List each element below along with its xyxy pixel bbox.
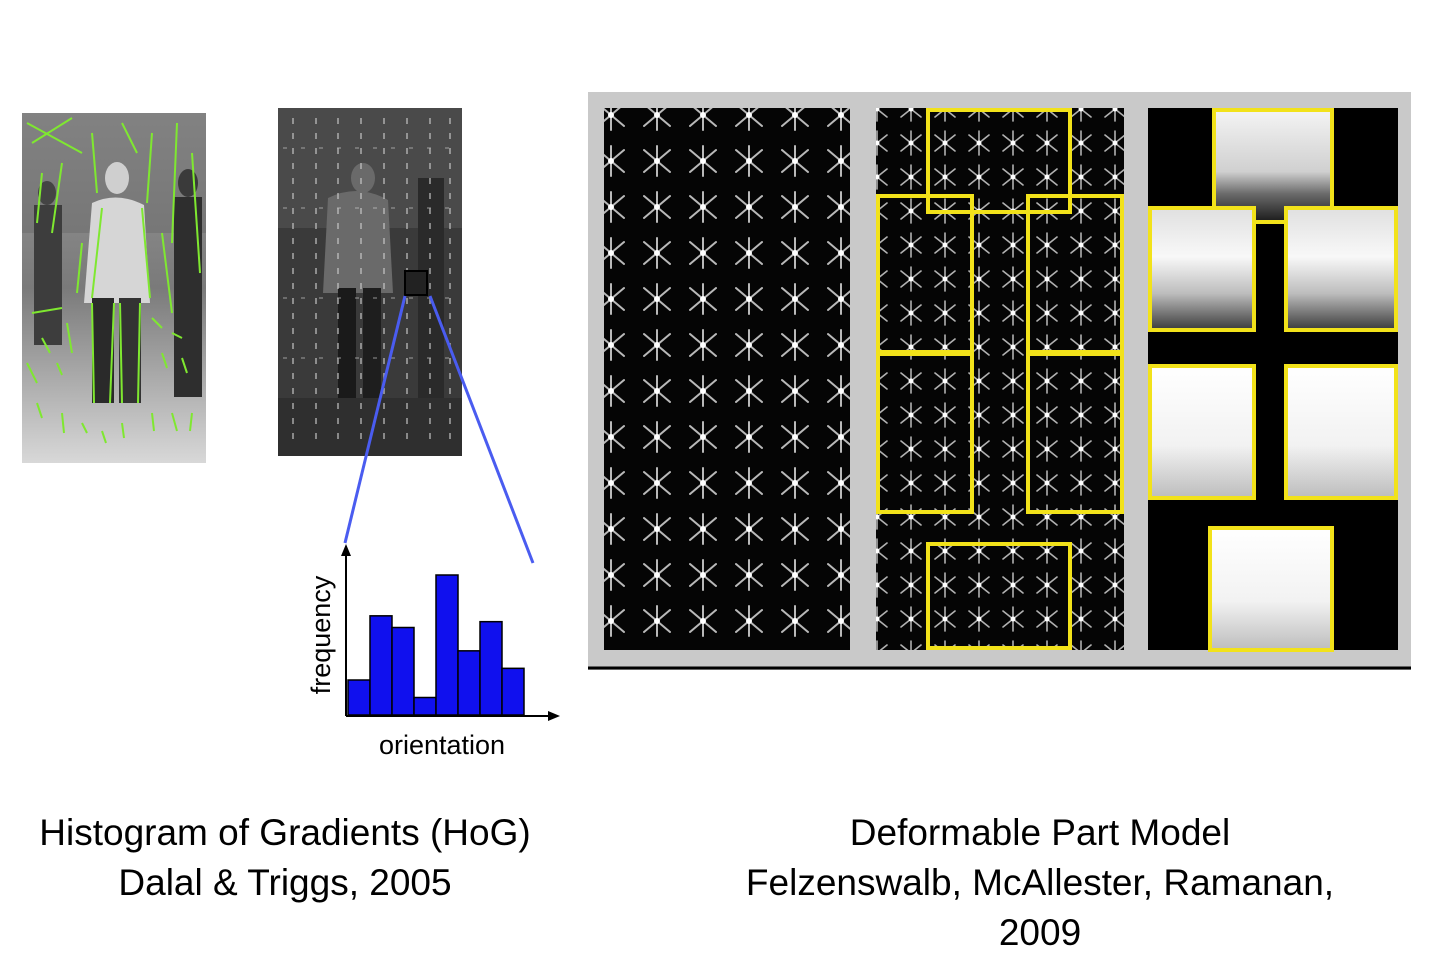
part-boxes: [876, 108, 1124, 650]
histogram-ylabel: frequency: [306, 575, 336, 694]
orientation-histogram: frequency orientation: [306, 544, 560, 760]
histogram-bar: [457, 650, 481, 716]
dpm-model-figure: [588, 92, 1411, 670]
histogram-bar: [391, 626, 415, 716]
histogram-bars: [347, 574, 525, 716]
dpm-caption: Deformable Part Model Felzenswalb, McAll…: [690, 808, 1390, 958]
y-axis-arrow: [341, 544, 351, 556]
part-filters: [876, 108, 1124, 650]
hog-gradient-image: [278, 108, 462, 456]
x-axis-arrow: [548, 711, 560, 721]
pedestrian-photo-gradients: [22, 113, 206, 463]
hog-caption: Histogram of Gradients (HoG) Dalal & Tri…: [0, 808, 570, 908]
dpm-caption-title: Deformable Part Model: [849, 812, 1231, 853]
histogram-xlabel: orientation: [379, 730, 505, 760]
histogram-bar: [413, 696, 437, 716]
hog-caption-authors: Dalal & Triggs, 2005: [118, 862, 452, 903]
histogram-bar: [369, 615, 393, 716]
histogram-bar: [347, 679, 371, 716]
dpm-caption-authors: Felzenswalb, McAllester, Ramanan,: [745, 862, 1335, 903]
histogram-bar: [479, 620, 503, 716]
dpm-caption-year: 2009: [998, 912, 1082, 953]
hog-caption-title: Histogram of Gradients (HoG): [39, 812, 531, 853]
root-filter: [604, 108, 850, 650]
histogram-bar: [501, 667, 525, 716]
deformation-model: [1148, 108, 1398, 652]
histogram-bar: [435, 574, 459, 716]
